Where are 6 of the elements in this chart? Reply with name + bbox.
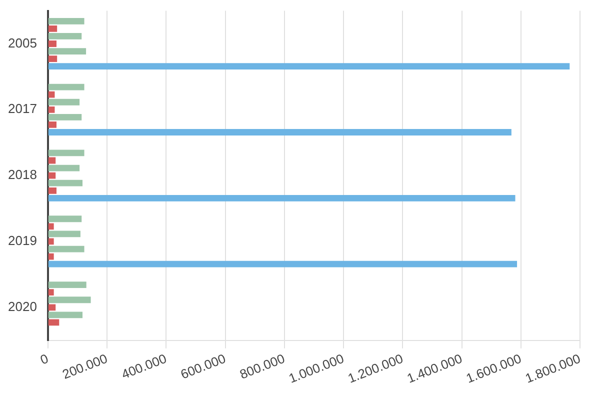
- y-tick-label: 2018: [8, 167, 37, 182]
- y-tick-label: 2005: [8, 35, 37, 50]
- y-tick-label: 2017: [8, 101, 37, 116]
- y-tick-label: 2019: [8, 233, 37, 248]
- x-tick-label: 0: [38, 350, 50, 368]
- y-tick-label: 2020: [8, 298, 37, 314]
